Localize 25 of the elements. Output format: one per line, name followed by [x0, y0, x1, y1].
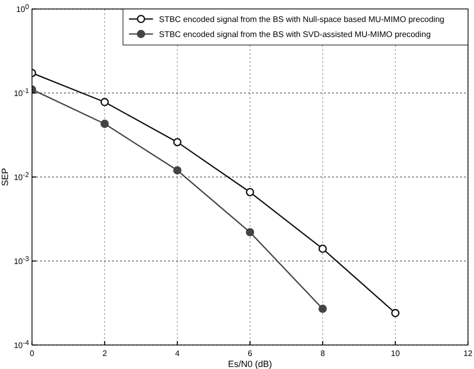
y-axis-title: SEP — [0, 168, 10, 186]
y-tick-label: 10$^{-4}$ — [14, 340, 30, 350]
y-tick-label: 10$^{-1}$ — [14, 88, 30, 98]
point — [100, 98, 109, 106]
x-tick-label: 12 — [464, 349, 473, 358]
y-tick-label: 10$^{-3}$ — [14, 256, 30, 266]
x-tick-label: 4 — [175, 349, 180, 358]
y-tick-label: 10$^{0}$ — [16, 4, 30, 14]
x-tick-label: 6 — [248, 349, 253, 358]
legend-label: STBC encoded signal from the BS with Null-space based MU-MIMO precoding — [159, 15, 445, 24]
point — [246, 228, 254, 236]
x-tick-label: 8 — [320, 349, 326, 358]
legend-label: STBC encoded signal from the BS with SVD-assisted MU-MIMO precoding — [159, 30, 432, 39]
point — [391, 308, 400, 318]
point — [173, 138, 182, 146]
x-tick-label: 10 — [390, 349, 400, 358]
point — [100, 120, 109, 128]
x-tick-label: 0 — [30, 349, 35, 358]
x-axis-title: Es/N0 (dB) — [228, 359, 272, 369]
y-tick-label: 10$^{-2}$ — [14, 172, 30, 182]
point — [318, 244, 327, 253]
point — [246, 188, 254, 196]
x-tick-label: 2 — [102, 349, 108, 358]
point — [173, 166, 182, 174]
point — [318, 304, 327, 313]
